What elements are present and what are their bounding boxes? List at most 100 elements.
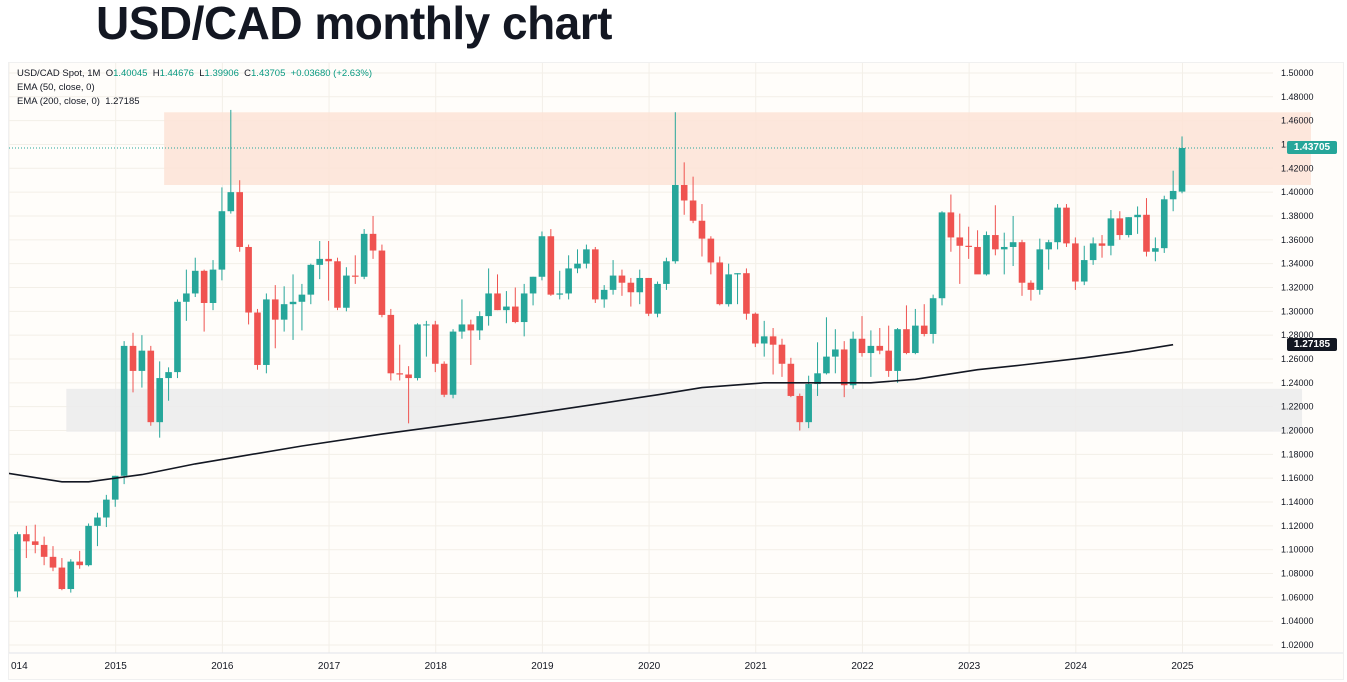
candle-body: [1045, 242, 1052, 250]
open-value: 1.40045: [113, 68, 148, 79]
candle-body: [1027, 282, 1035, 290]
change-value: +0.03680 (+2.63%): [290, 68, 372, 79]
candle-body: [547, 236, 555, 295]
candle-body: [538, 236, 546, 277]
candle-body: [245, 246, 252, 313]
candle-body: [1000, 246, 1008, 250]
candle-body: [111, 475, 119, 500]
y-tick-label: 1.06000: [1281, 592, 1314, 602]
candle-body: [583, 249, 590, 264]
y-tick-label: 1.34000: [1281, 259, 1314, 269]
candle-body: [458, 324, 466, 332]
candle-body: [1169, 190, 1177, 200]
candle-body: [769, 336, 777, 345]
page-title: USD/CAD monthly chart: [96, 0, 612, 49]
candle-body: [565, 268, 572, 294]
ema200-label: EMA (200, close, 0): [17, 96, 100, 107]
x-tick-label: 2024: [1065, 661, 1088, 672]
y-tick-label: 1.16000: [1281, 473, 1314, 483]
candle-body: [23, 534, 30, 542]
candle-body: [387, 314, 395, 374]
candle-body: [200, 270, 208, 303]
candle-body: [858, 338, 866, 354]
candle-body: [1134, 214, 1141, 218]
candle-body: [351, 275, 359, 277]
y-tick-label: 1.12000: [1281, 521, 1314, 531]
candle-body: [209, 269, 217, 303]
y-tick-label: 1.42000: [1281, 163, 1314, 173]
candle-body: [85, 525, 92, 566]
candle-body: [814, 373, 821, 385]
candle-body: [725, 274, 732, 305]
x-tick-label: 014: [11, 661, 28, 672]
candle-body: [218, 211, 226, 270]
candle-body: [485, 293, 492, 317]
candle-body: [894, 329, 901, 371]
candle-body: [947, 212, 955, 238]
candle-body: [1152, 248, 1159, 252]
candle-body: [760, 336, 768, 344]
candle-body: [263, 299, 270, 365]
candle-body: [467, 324, 475, 331]
candle-body: [1072, 243, 1079, 282]
candle-body: [129, 345, 137, 371]
y-tick-label: 1.18000: [1281, 449, 1314, 459]
candle-body: [1178, 147, 1186, 192]
resistance-zone: [164, 112, 1311, 185]
x-tick-label: 2015: [105, 661, 128, 672]
candle-body: [138, 350, 146, 371]
candle-body: [832, 349, 839, 357]
candle-body: [156, 378, 163, 423]
x-tick-label: 2020: [638, 661, 661, 672]
candle-body: [289, 301, 297, 305]
candle-body: [440, 363, 448, 395]
candle-body: [280, 304, 288, 320]
candle-body: [360, 233, 368, 277]
candle-body: [147, 350, 155, 423]
close-value: 1.43705: [251, 68, 286, 79]
candle-body: [1063, 207, 1070, 244]
candle-body: [369, 233, 377, 251]
candle-body: [600, 289, 608, 300]
candle-body: [298, 294, 306, 302]
price-chart[interactable]: 1.500001.480001.460001.440001.420001.400…: [9, 63, 1343, 679]
candle-body: [76, 561, 83, 566]
ema200-legend: EMA (200, close, 0) 1.27185: [17, 96, 140, 107]
candle-body: [31, 541, 39, 545]
y-tick-label: 1.40000: [1281, 187, 1314, 197]
y-tick-label: 1.22000: [1281, 402, 1314, 412]
candle-body: [1080, 260, 1088, 282]
y-tick-label: 1.46000: [1281, 116, 1314, 126]
candle-body: [876, 345, 884, 351]
candle-body: [49, 556, 57, 568]
candle-body: [849, 338, 857, 386]
candle-body: [343, 275, 350, 308]
candle-body: [1054, 207, 1061, 243]
y-tick-label: 1.30000: [1281, 306, 1314, 316]
candle-body: [627, 282, 635, 293]
support-zone: [66, 388, 1303, 432]
candle-body: [743, 273, 750, 314]
y-tick-label: 1.04000: [1281, 616, 1314, 626]
candle-body: [689, 200, 697, 221]
candle-body: [271, 299, 279, 320]
candle-body: [716, 262, 724, 305]
candle-body: [823, 356, 830, 374]
candle-body: [805, 384, 812, 423]
candle-body: [174, 301, 181, 373]
candle-body: [974, 246, 981, 275]
y-tick-label: 1.10000: [1281, 545, 1314, 555]
x-tick-label: 2022: [851, 661, 874, 672]
y-tick-label: 1.24000: [1281, 378, 1314, 388]
candle-body: [992, 235, 999, 250]
low-label: L: [199, 68, 205, 79]
chart-panel[interactable]: 1.500001.480001.460001.440001.420001.400…: [8, 62, 1344, 680]
candle-body: [14, 534, 21, 592]
x-tick-label: 2025: [1171, 661, 1194, 672]
ema50-legend: EMA (50, close, 0): [17, 82, 95, 93]
open-label: O: [105, 68, 114, 79]
candle-body: [1125, 217, 1132, 236]
candle-body: [903, 329, 910, 354]
candle-body: [396, 373, 404, 375]
candle-body: [307, 264, 315, 295]
